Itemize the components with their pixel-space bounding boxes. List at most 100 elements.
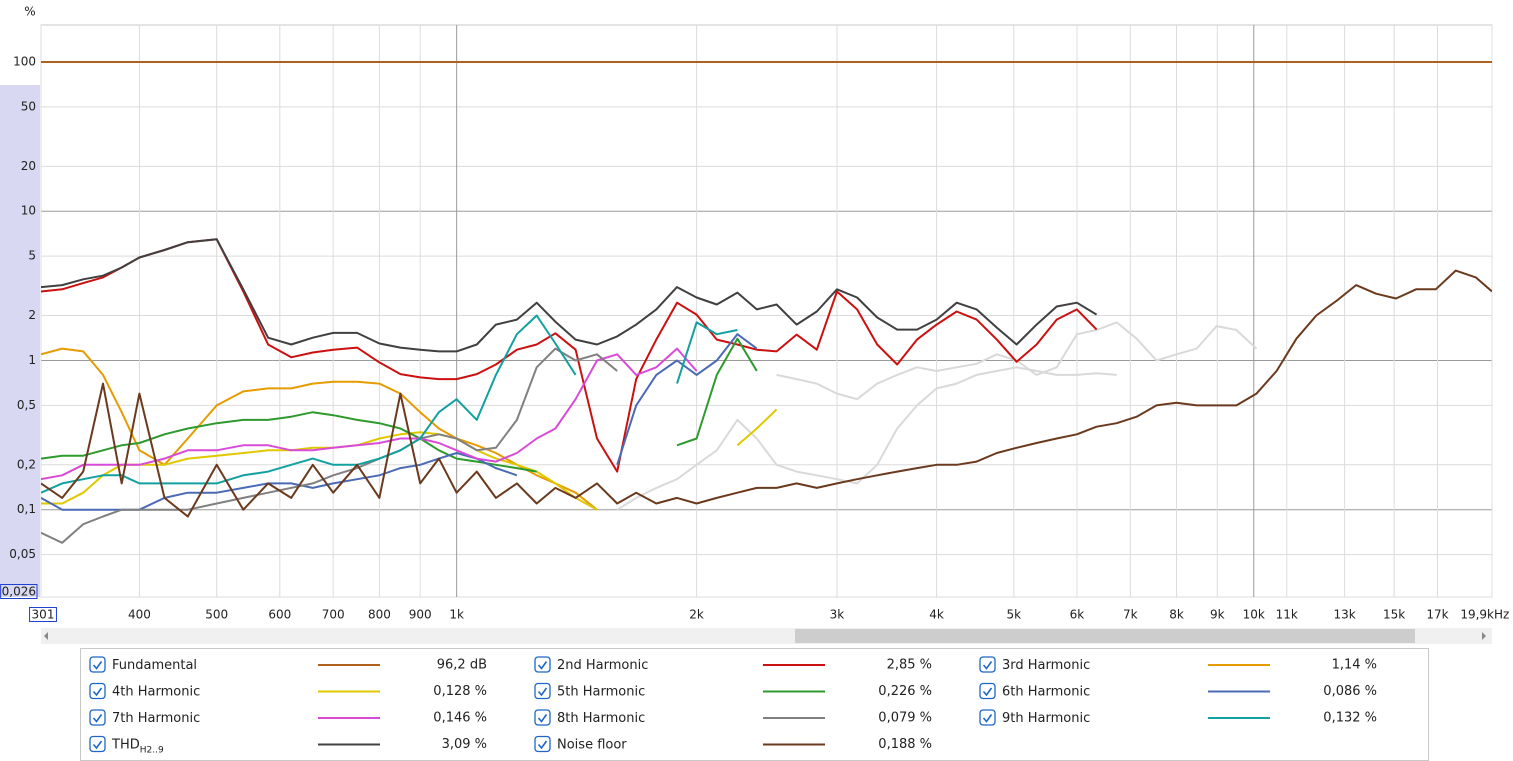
legend-label: 3rd Harmonic [1002, 658, 1090, 673]
scrollbar [41, 628, 1492, 644]
checkmark[interactable] [537, 714, 548, 723]
y-tick-label: 1 [28, 353, 36, 367]
legend-item: 4th Harmonic 0,128 % [89, 682, 487, 700]
legend-label: 8th Harmonic [557, 711, 645, 726]
legend-name: 5th Harmonic [557, 684, 645, 699]
legend-name: 4th Harmonic [112, 684, 200, 699]
series-line [616, 366, 1117, 511]
legend-name: 9th Harmonic [1002, 711, 1090, 726]
x-range-box[interactable] [29, 607, 57, 622]
x-tick-label: 4k [929, 608, 944, 622]
checkbox[interactable] [534, 709, 551, 726]
checkbox[interactable] [979, 682, 996, 700]
legend-label: 6th Harmonic [1002, 684, 1090, 699]
checkbox[interactable] [534, 656, 551, 673]
checkmark[interactable] [537, 687, 548, 697]
checkmark[interactable] [537, 740, 548, 750]
checkbox[interactable] [89, 709, 106, 726]
legend-label: 9th Harmonic [1002, 711, 1090, 726]
plot [41, 61, 1492, 544]
checkmark[interactable] [982, 714, 993, 723]
x-tick-label: 15k [1383, 608, 1405, 622]
checkmark[interactable] [92, 714, 103, 723]
x-tick-label: 400 [128, 608, 151, 622]
x-tick-label: 3k [830, 608, 845, 622]
x-tick-label: 9k [1210, 608, 1225, 622]
checkbox[interactable] [89, 735, 106, 753]
x-tick-label: 800 [368, 608, 391, 622]
y-range-box[interactable] [0, 584, 38, 599]
y-tick-label: 2 [28, 308, 36, 322]
x-tick-label: 11k [1276, 608, 1298, 622]
y-tick-label: 0,1 [17, 502, 36, 516]
series-line [41, 269, 1492, 518]
x-tick-label: 301 [32, 608, 55, 622]
legend-item: 9th Harmonic 0,132 % [979, 709, 1377, 726]
x-tick-label: 13k [1333, 608, 1355, 622]
checkmark[interactable] [537, 661, 548, 670]
scroll-thumb[interactable] [795, 629, 1415, 643]
legend-item: 7th Harmonic 0,146 % [89, 709, 487, 726]
y-tick-label: 100 [13, 55, 36, 69]
legend-name: Noise floor [557, 737, 627, 752]
x-tick-label: 700 [322, 608, 345, 622]
legend-name-sub: H2..9 [140, 745, 164, 755]
legend-readout: 0,079 % [878, 711, 932, 726]
legend-item: 6th Harmonic 0,086 % [979, 682, 1377, 700]
legend-label: Fundamental [112, 658, 197, 673]
checkmark[interactable] [982, 661, 993, 670]
series-line [41, 347, 598, 511]
x-tick-label: 900 [409, 608, 432, 622]
x-tick-label: 7k [1123, 608, 1138, 622]
x-unit: Hz [1494, 608, 1509, 622]
series-line [41, 347, 618, 544]
checkbox[interactable] [979, 656, 996, 673]
checkbox[interactable] [979, 709, 996, 726]
x-tick-label: 500 [205, 608, 228, 622]
y-tick-label: 20 [21, 159, 36, 173]
checkmark[interactable] [92, 740, 103, 750]
checkmark[interactable] [92, 687, 103, 697]
y-tick-label: 10 [21, 204, 36, 218]
x-tick-label: 600 [268, 608, 291, 622]
checkbox[interactable] [534, 682, 551, 700]
series-line [41, 314, 738, 494]
legend-readout: 3,09 % [442, 737, 487, 752]
legend-readout: 0,086 % [1323, 684, 1377, 699]
x-tick-label: 10k [1243, 608, 1265, 622]
legend-name: 8th Harmonic [557, 711, 645, 726]
series-line [41, 333, 758, 511]
y-scroll-band[interactable] [0, 85, 40, 597]
y-tick-label: 0,2 [17, 457, 36, 471]
x-tick-label: 6k [1070, 608, 1085, 622]
legend-readout: 0,128 % [433, 684, 487, 699]
legend-readout: 0,146 % [433, 711, 487, 726]
legend-readout: 0,188 % [878, 737, 932, 752]
x-tick-label: 5k [1007, 608, 1022, 622]
legend-name: 2nd Harmonic [557, 658, 648, 673]
scroll-left[interactable] [44, 632, 48, 640]
y-tick-label: 0,05 [9, 547, 36, 561]
series-line [41, 238, 1098, 353]
checkbox[interactable] [534, 735, 551, 753]
legend-readout: 2,85 % [887, 658, 932, 673]
legend-item: THDH2..9 3,09 % [89, 735, 487, 755]
x-tick-label: 17k [1426, 608, 1448, 622]
x-tick-label: 2k [689, 608, 704, 622]
legend-readout: 0,226 % [878, 684, 932, 699]
checkmark[interactable] [92, 661, 103, 670]
checkbox[interactable] [89, 682, 106, 700]
legend-name: 6th Harmonic [1002, 684, 1090, 699]
checkbox[interactable] [89, 656, 106, 673]
legend-label: 5th Harmonic [557, 684, 645, 699]
series-line [41, 337, 758, 473]
legend-item: Noise floor 0,188 % [534, 735, 932, 753]
scroll-right[interactable] [1482, 632, 1486, 640]
plot-area [40, 24, 1493, 598]
axes: 100 50 20 10 5 2 1 0,5 0,2 0,1 0,05 0,026 301 400 500 6… [0, 55, 1509, 622]
checkmark[interactable] [982, 687, 993, 697]
y-tick-label: 0,026 [2, 585, 36, 599]
legend-name: Fundamental [112, 658, 197, 673]
legend-name: THD [111, 737, 140, 752]
